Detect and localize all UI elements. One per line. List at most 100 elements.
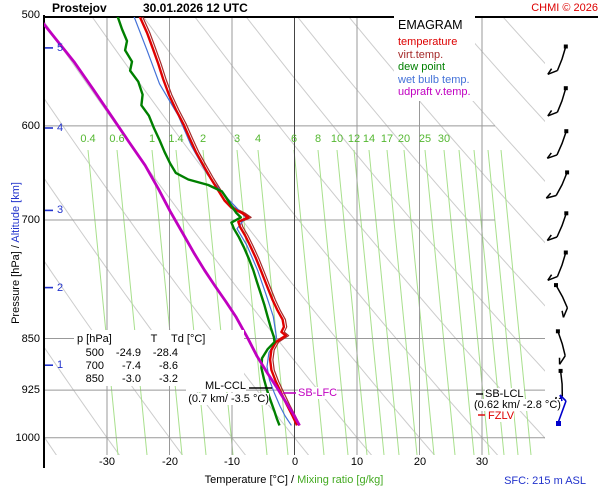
wind-barb-line xyxy=(545,192,552,199)
table-row-temperature: -24.9 xyxy=(115,347,141,359)
wind-barb-line xyxy=(546,152,552,159)
dry-adiabat-line xyxy=(44,260,184,455)
wind-barb xyxy=(547,86,568,117)
wind-barb-line xyxy=(556,213,568,238)
mixing-ratio-line xyxy=(386,149,418,455)
legend: EMAGRAM temperature virt.temp. dew point we… xyxy=(394,16,475,101)
wind-barb-line xyxy=(547,274,553,281)
dry-adiabat-line xyxy=(399,17,545,182)
table-header: Td [°C] xyxy=(171,333,206,345)
curve-virt-temp xyxy=(142,17,301,426)
sb-lcl-detail: (0.62 km/ -2.8 °C) xyxy=(474,399,561,411)
dry-adiabat-line xyxy=(44,346,121,455)
wind-barb xyxy=(547,44,568,75)
wind-barb xyxy=(555,329,566,365)
table-row-temperature: -7.4 xyxy=(122,360,141,372)
curve-wet-bulb-temp xyxy=(133,17,292,426)
altitude-tick-label: 4 xyxy=(57,122,64,134)
mixing-ratio-line xyxy=(368,149,400,455)
table-row-dewpoint: -8.6 xyxy=(159,360,178,372)
wind-barb-line xyxy=(556,130,568,156)
wind-barb xyxy=(546,211,569,242)
dry-adiabat-line xyxy=(297,17,545,307)
mixing-ratio-line xyxy=(293,149,325,455)
mixing-ratio-label: 10 xyxy=(330,133,344,145)
wind-barb-line xyxy=(555,172,568,196)
dry-adiabat-line xyxy=(348,17,545,244)
mixing-ratio-label: 1 xyxy=(148,133,156,145)
temperature-tick-label: 20 xyxy=(413,456,427,468)
wind-barb-line xyxy=(547,109,553,117)
wind-barb-line xyxy=(561,310,565,318)
pressure-tick-label: 850 xyxy=(21,333,40,345)
table-row-dewpoint: -3.2 xyxy=(159,373,178,385)
dry-adiabat-line xyxy=(91,17,436,455)
ml-ccl-detail: (0.7 km/ -3.5 °C) xyxy=(178,393,269,405)
altitude-tick-label: 5 xyxy=(57,42,64,54)
wind-barb xyxy=(554,283,569,318)
wind-barb-dot xyxy=(565,170,570,175)
mixing-ratio-line xyxy=(424,149,456,455)
curve-temperature xyxy=(138,17,299,426)
pressure-tick-label: 600 xyxy=(21,120,40,132)
wind-barb-line xyxy=(546,194,557,199)
table-row-temperature: -3.0 xyxy=(122,373,141,385)
altitude-tick-label: 2 xyxy=(57,282,64,294)
mixing-ratio-label: 1.4 xyxy=(168,133,184,145)
mixing-ratio-label: 14 xyxy=(362,133,376,145)
table-header: p [hPa] xyxy=(77,333,112,345)
legend-items: temperature virt.temp. dew point wet bulb t… xyxy=(398,36,471,99)
mixing-ratio-label: 6 xyxy=(290,133,298,145)
pressure-tick-label: 925 xyxy=(21,384,40,396)
mixing-ratio-line xyxy=(317,149,349,455)
wind-barb-line xyxy=(559,370,564,397)
mixing-ratio-line xyxy=(116,149,148,455)
wind-barb-dot xyxy=(563,250,568,255)
wind-barb-dot xyxy=(564,211,569,216)
wind-barb-dot xyxy=(563,86,568,91)
surface-wind-barb-feather xyxy=(559,394,563,402)
mixing-ratio-label: 25 xyxy=(418,133,432,145)
mixing-ratio-label: 2 xyxy=(199,133,207,145)
legend-item: dew point xyxy=(398,61,446,74)
legend-item: virt.temp. xyxy=(398,48,444,61)
mixing-ratio-label: 0.6 xyxy=(109,133,125,145)
temperature-tick-label: -30 xyxy=(99,456,115,468)
wind-barb-line xyxy=(547,111,558,117)
wind-barb xyxy=(546,129,569,160)
table-row-pressure: 500 xyxy=(85,347,104,359)
temperature-tick-label: 10 xyxy=(350,456,364,468)
sb-lfc-label: SB-LFC xyxy=(298,387,338,399)
temperature-tick-label: 0 xyxy=(291,456,299,468)
pressure-tick-label: 700 xyxy=(21,214,40,226)
wind-barb-line xyxy=(546,234,552,241)
wind-barb-line xyxy=(556,252,567,277)
legend-item: temperature xyxy=(398,36,458,48)
table-header: T xyxy=(150,333,158,345)
wind-barb-line xyxy=(556,87,567,113)
wind-barb-line xyxy=(557,331,566,356)
x-axis-title: Temperature [°C] / Mixing ratio [g/kg] xyxy=(44,474,544,486)
surface-wind-barb xyxy=(556,394,567,426)
wind-barb-line xyxy=(555,284,569,309)
y-axis-title-altitude: Altitude [km] xyxy=(10,182,22,243)
wind-barb-line xyxy=(547,68,553,75)
pressure-tick-label: 1000 xyxy=(15,432,40,444)
wind-barb-line xyxy=(558,355,566,365)
mixing-ratio-label: 4 xyxy=(254,133,262,145)
altitude-tick-label: 3 xyxy=(57,204,64,216)
mixing-ratio-label: 8 xyxy=(314,133,322,145)
legend-title: EMAGRAM xyxy=(398,18,463,32)
wind-barb-dot xyxy=(555,329,560,334)
wind-barb xyxy=(545,170,570,199)
temperature-tick-label: 30 xyxy=(475,456,489,468)
x-axis-title-temperature: Temperature [°C] / xyxy=(204,474,295,486)
mixing-ratio-line xyxy=(336,149,368,455)
x-axis-title-mixing-ratio: Mixing ratio [g/kg] xyxy=(297,474,384,486)
sounding-table: p [hPa] T Td [°C] 500 -24.9 -28.4 700 -7.4 -8.6 8… xyxy=(74,330,244,386)
dry-adiabat-line xyxy=(450,17,545,123)
legend-item: udpraft v.temp. xyxy=(398,86,471,99)
mixing-ratio-label: 3 xyxy=(233,133,241,145)
